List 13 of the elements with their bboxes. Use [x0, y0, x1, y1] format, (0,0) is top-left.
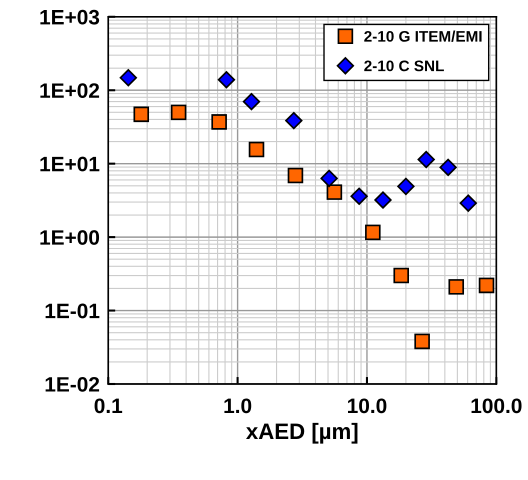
y-tick-label: 1E-01	[46, 304, 100, 318]
x-tick-label: 10.0	[348, 398, 386, 414]
y-tick-label: 1E+02	[40, 83, 100, 98]
x-tick-label: 100.0	[472, 398, 522, 414]
x-axis-title: xAED [µm]	[246, 422, 358, 444]
x-tick-label: 1.0	[224, 398, 252, 414]
y-tick-label: 1E-02	[46, 377, 100, 392]
y-tick-label: 1E+03	[40, 10, 100, 25]
legend-label: 2-10 C SNL	[364, 60, 444, 72]
y-tick-label: 1E+00	[40, 230, 100, 245]
x-tick-label: 0.1	[94, 398, 122, 414]
legend-label: 2-10 G ITEM/EMI	[364, 30, 482, 42]
y-tick-label: 1E+01	[40, 156, 100, 172]
